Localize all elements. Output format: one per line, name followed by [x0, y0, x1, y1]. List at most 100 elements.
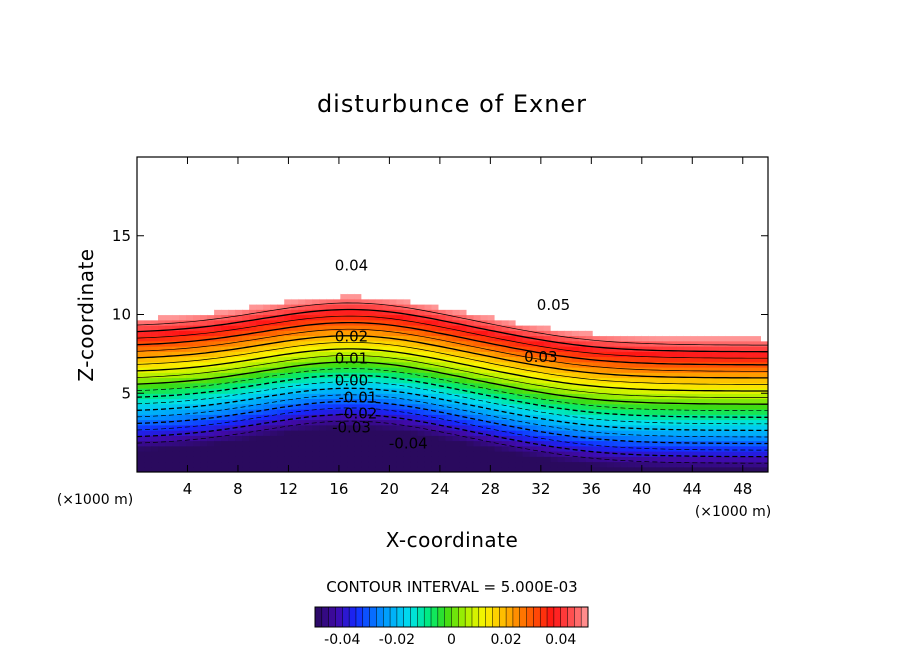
contour-fill-cell	[375, 178, 383, 184]
contour-fill-cell	[158, 235, 166, 242]
contour-fill-cell	[312, 440, 320, 447]
contour-fill-cell	[676, 451, 685, 457]
contour-fill-cell	[452, 167, 461, 174]
contour-fill-cell	[627, 246, 636, 253]
contour-fill-cell	[179, 466, 187, 472]
contour-fill-cell	[704, 183, 713, 190]
contour-fill-cell	[536, 398, 545, 405]
contour-fill-cell	[165, 199, 173, 205]
contour-fill-cell	[536, 367, 545, 373]
contour-fill-cell	[704, 335, 713, 342]
contour-fill-cell	[333, 309, 341, 316]
contour-fill-cell	[452, 361, 461, 368]
contour-fill-cell	[389, 272, 398, 279]
contour-fill-cell	[270, 377, 278, 384]
contour-fill-cell	[704, 430, 713, 436]
contour-fill-cell	[186, 288, 194, 295]
contour-fill-cell	[662, 172, 671, 179]
contour-fill-cell	[158, 209, 166, 216]
contour-fill-cell	[305, 298, 313, 305]
contour-fill-cell	[627, 388, 636, 394]
contour-fill-cell	[459, 235, 468, 242]
contour-fill-cell	[312, 288, 320, 295]
contour-fill-cell	[564, 157, 573, 163]
contour-fill-cell	[578, 409, 587, 415]
contour-fill-cell	[501, 167, 510, 174]
contour-fill-cell	[193, 409, 201, 415]
contour-fill-cell	[445, 351, 454, 358]
contour-fill-cell	[375, 172, 383, 179]
contour-fill-cell	[466, 267, 475, 274]
contour-fill-cell	[557, 298, 566, 305]
contour-fill-cell	[270, 451, 278, 457]
contour-fill-cell	[550, 172, 559, 179]
contour-fill-cell	[445, 330, 454, 337]
contour-fill-cell	[480, 314, 489, 321]
contour-fill-cell	[571, 162, 580, 169]
contour-fill-cell	[641, 298, 650, 305]
contour-fill-cell	[382, 419, 390, 426]
contour-fill-cell	[144, 172, 152, 179]
contour-fill-cell	[459, 398, 468, 405]
contour-fill-cell	[459, 424, 468, 431]
contour-fill-cell	[466, 162, 475, 169]
contour-fill-cell	[165, 409, 173, 415]
contour-fill-cell	[683, 466, 692, 472]
contour-fill-cell	[550, 319, 559, 326]
contour-fill-cell	[144, 461, 152, 468]
contour-fill-cell	[655, 335, 664, 342]
contour-fill-cell	[578, 461, 587, 468]
contour-fill-cell	[564, 225, 573, 232]
contour-fill-cell	[361, 440, 369, 447]
contour-fill-cell	[165, 330, 173, 337]
contour-fill-cell	[592, 209, 601, 216]
contour-fill-cell	[333, 230, 341, 237]
contour-fill-cell	[214, 267, 222, 274]
contour-fill-cell	[515, 157, 524, 163]
contour-fill-cell	[347, 183, 355, 190]
contour-fill-cell	[592, 340, 601, 347]
contour-fill-cell	[634, 388, 643, 394]
contour-fill-cell	[270, 346, 278, 352]
contour-fill-cell	[403, 330, 412, 337]
contour-fill-cell	[382, 272, 390, 279]
contour-fill-cell	[417, 393, 426, 400]
contour-fill-cell	[473, 188, 482, 195]
contour-fill-cell	[270, 199, 278, 205]
contour-fill-cell	[326, 272, 334, 279]
contour-fill-cell	[487, 293, 496, 300]
contour-fill-cell	[452, 199, 461, 205]
contour-fill-cell	[256, 267, 264, 274]
contour-fill-cell	[151, 162, 159, 169]
contour-fill-cell	[711, 167, 720, 174]
contour-fill-cell	[305, 199, 313, 205]
contour-fill-cell	[676, 424, 685, 431]
contour-fill-cell	[158, 193, 166, 200]
contour-fill-cell	[578, 314, 587, 321]
contour-fill-cell	[424, 199, 433, 205]
contour-fill-cell	[627, 172, 636, 179]
contour-fill-cell	[669, 335, 678, 342]
contour-fill-cell	[655, 377, 664, 384]
contour-fill-cell	[648, 304, 657, 310]
contour-fill-cell	[578, 367, 587, 373]
contour-fill-cell	[305, 356, 313, 363]
contour-fill-cell	[676, 346, 685, 352]
contour-fill-cell	[438, 288, 447, 295]
contour-fill-cell	[459, 241, 468, 247]
contour-fill-cell	[396, 367, 405, 373]
contour-fill-cell	[403, 167, 412, 174]
contour-fill-cell	[529, 199, 538, 205]
contour-fill-cell	[550, 251, 559, 258]
contour-fill-cell	[501, 214, 510, 221]
contour-fill-cell	[585, 351, 594, 358]
contour-fill-cell	[599, 330, 608, 337]
contour-fill-cell	[319, 183, 327, 190]
contour-fill-cell	[270, 214, 278, 221]
contour-fill-cell	[641, 183, 650, 190]
contour-fill-cell	[431, 193, 440, 200]
contour-fill-cell	[417, 356, 426, 363]
contour-fill-cell	[669, 430, 678, 436]
contour-fill-cell	[256, 199, 264, 205]
contour-fill-cell	[613, 393, 622, 400]
